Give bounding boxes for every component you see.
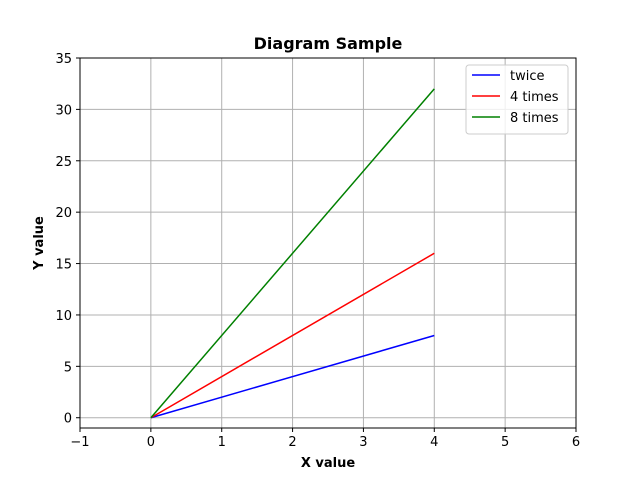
y-tick-label: 0 — [64, 412, 72, 427]
x-tick-label: 1 — [218, 435, 226, 450]
y-tick-label: 35 — [55, 52, 72, 67]
y-axis-label: Y value — [32, 216, 47, 271]
x-axis-ticks: −1 0 1 2 3 4 5 6 — [70, 428, 580, 450]
legend-label: 4 times — [510, 90, 559, 105]
series-line-twice — [150, 334, 435, 419]
y-tick-label: 25 — [55, 155, 72, 170]
x-tick-label: 4 — [430, 435, 438, 450]
y-tick-label: 10 — [55, 309, 72, 324]
legend: twice 4 times 8 times — [465, 64, 569, 135]
series-group — [150, 88, 435, 419]
y-tick-label: 20 — [55, 206, 72, 221]
chart-title: Diagram Sample — [254, 34, 403, 53]
legend-label: twice — [510, 69, 545, 84]
y-tick-label: 30 — [55, 103, 72, 118]
x-tick-label: 3 — [359, 435, 367, 450]
y-tick-label: 15 — [55, 258, 72, 273]
series-line-8-times — [150, 88, 435, 419]
series-line-4-times — [150, 252, 435, 419]
x-tick-label: −1 — [70, 435, 89, 450]
x-tick-label: 5 — [501, 435, 509, 450]
x-axis-label: X value — [301, 456, 356, 471]
legend-label: 8 times — [510, 111, 559, 126]
x-tick-label: 6 — [572, 435, 580, 450]
x-tick-label: 2 — [288, 435, 296, 450]
y-tick-label: 5 — [64, 360, 72, 375]
x-tick-label: 0 — [147, 435, 155, 450]
plot-frame — [79, 57, 577, 429]
y-axis-ticks: 0 5 10 15 20 25 30 35 — [55, 52, 80, 427]
